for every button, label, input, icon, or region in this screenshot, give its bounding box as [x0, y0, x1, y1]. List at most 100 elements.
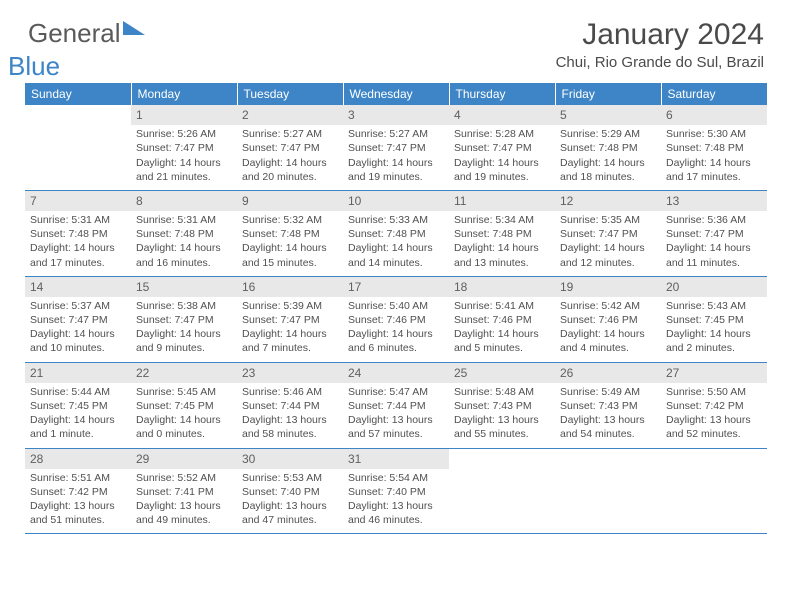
calendar-row: 28 Sunrise: 5:51 AMSunset: 7:42 PM Dayligh…	[25, 448, 767, 534]
day-cell: 11Sunrise: 5:34 AMSunset: 7:48 PMDayligh…	[449, 190, 555, 276]
page-title: January 2024	[556, 18, 764, 52]
sunrise-line: Sunrise: 5:34 AM	[454, 213, 550, 227]
day-number: 22	[131, 363, 237, 383]
day-cell: 4Sunrise: 5:28 AMSunset: 7:47 PMDaylight…	[449, 105, 555, 190]
sunset-line: Sunset: 7:45 PM	[136, 399, 232, 413]
day-number: 25	[449, 363, 555, 383]
sunrise-line: Sunrise: 5:50 AM	[666, 385, 762, 399]
day-cell: 20Sunrise: 5:43 AMSunset: 7:45 PMDayligh…	[661, 276, 767, 362]
weekday-header: Wednesday	[343, 83, 449, 105]
sunset-line: Sunset: 7:44 PM	[348, 399, 444, 413]
day-cell: 3Sunrise: 5:27 AMSunset: 7:47 PMDaylight…	[343, 105, 449, 190]
logo-word-1: General	[28, 18, 121, 49]
day-cell: 1Sunrise: 5:26 AMSunset: 7:47 PMDaylight…	[131, 105, 237, 190]
logo: General Blue	[28, 18, 143, 62]
daylight-line: Daylight: 14 hours and 0 minutes.	[136, 413, 232, 441]
day-number: 19	[555, 277, 661, 297]
sunset-line: Sunset: 7:48 PM	[348, 227, 444, 241]
sunrise-line: Sunrise: 5:30 AM	[666, 127, 762, 141]
day-cell: 19Sunrise: 5:42 AMSunset: 7:46 PMDayligh…	[555, 276, 661, 362]
daylight-line: Daylight: 14 hours and 7 minutes.	[242, 327, 338, 355]
day-number: 29	[131, 449, 237, 469]
sunset-line: Sunset: 7:42 PM	[666, 399, 762, 413]
day-number: 2	[237, 105, 343, 125]
daylight-line: Daylight: 14 hours and 10 minutes.	[30, 327, 126, 355]
sunrise-line: Sunrise: 5:27 AM	[242, 127, 338, 141]
sunset-line: Sunset: 7:41 PM	[136, 485, 232, 499]
daylight-line: Daylight: 14 hours and 1 minute.	[30, 413, 126, 441]
sunset-line: Sunset: 7:46 PM	[348, 313, 444, 327]
sunset-line: Sunset: 7:48 PM	[560, 141, 656, 155]
sunrise-line: Sunrise: 5:46 AM	[242, 385, 338, 399]
sunset-line: Sunset: 7:48 PM	[136, 227, 232, 241]
sunrise-line: Sunrise: 5:38 AM	[136, 299, 232, 313]
day-number: 5	[555, 105, 661, 125]
daylight-line: Daylight: 14 hours and 9 minutes.	[136, 327, 232, 355]
calendar-row: 7Sunrise: 5:31 AMSunset: 7:48 PMDaylight…	[25, 190, 767, 276]
day-number: 12	[555, 191, 661, 211]
sunrise-line: Sunrise: 5:37 AM	[30, 299, 126, 313]
sunrise-line: Sunrise: 5:29 AM	[560, 127, 656, 141]
empty-cell	[555, 448, 661, 534]
daylight-line: Daylight: 14 hours and 2 minutes.	[666, 327, 762, 355]
location-text: Chui, Rio Grande do Sul, Brazil	[556, 54, 764, 71]
day-number: 16	[237, 277, 343, 297]
sunrise-line: Sunrise: 5:51 AM	[30, 471, 126, 485]
day-cell: 30Sunrise: 5:53 AMSunset: 7:40 PMDayligh…	[237, 448, 343, 534]
daylight-line: Daylight: 14 hours and 6 minutes.	[348, 327, 444, 355]
day-cell: 28Sunrise: 5:51 AMSunset: 7:42 PMDayligh…	[25, 448, 131, 534]
day-cell: 21Sunrise: 5:44 AMSunset: 7:45 PMDayligh…	[25, 362, 131, 448]
logo-word-2: Blue	[8, 51, 60, 82]
sunset-line: Sunset: 7:43 PM	[560, 399, 656, 413]
daylight-line: Daylight: 13 hours and 55 minutes.	[454, 413, 550, 441]
day-cell: 27Sunrise: 5:50 AMSunset: 7:42 PMDayligh…	[661, 362, 767, 448]
day-cell: 25Sunrise: 5:48 AMSunset: 7:43 PMDayligh…	[449, 362, 555, 448]
day-number: 28	[25, 449, 131, 469]
sunset-line: Sunset: 7:48 PM	[30, 227, 126, 241]
sunset-line: Sunset: 7:48 PM	[454, 227, 550, 241]
calendar-row: 21Sunrise: 5:44 AMSunset: 7:45 PMDayligh…	[25, 362, 767, 448]
title-block: January 2024 Chui, Rio Grande do Sul, Br…	[556, 18, 764, 71]
day-number: 6	[661, 105, 767, 125]
weekday-header: Saturday	[661, 83, 767, 105]
sunrise-line: Sunrise: 5:49 AM	[560, 385, 656, 399]
calendar-row: 1Sunrise: 5:26 AMSunset: 7:47 PMDaylight…	[25, 105, 767, 190]
daylight-line: Daylight: 13 hours and 52 minutes.	[666, 413, 762, 441]
sunrise-line: Sunrise: 5:36 AM	[666, 213, 762, 227]
sunset-line: Sunset: 7:42 PM	[30, 485, 126, 499]
daylight-line: Daylight: 14 hours and 19 minutes.	[348, 156, 444, 184]
day-number: 10	[343, 191, 449, 211]
sunrise-line: Sunrise: 5:31 AM	[136, 213, 232, 227]
day-cell: 22Sunrise: 5:45 AMSunset: 7:45 PMDayligh…	[131, 362, 237, 448]
logo-triangle-icon	[123, 21, 145, 35]
daylight-line: Daylight: 14 hours and 4 minutes.	[560, 327, 656, 355]
day-number: 3	[343, 105, 449, 125]
weekday-header: Sunday	[25, 83, 131, 105]
daylight-line: Daylight: 14 hours and 17 minutes.	[30, 241, 126, 269]
day-cell: 26Sunrise: 5:49 AMSunset: 7:43 PMDayligh…	[555, 362, 661, 448]
day-number: 24	[343, 363, 449, 383]
sunset-line: Sunset: 7:47 PM	[560, 227, 656, 241]
sunset-line: Sunset: 7:47 PM	[136, 141, 232, 155]
sunrise-line: Sunrise: 5:47 AM	[348, 385, 444, 399]
daylight-line: Daylight: 14 hours and 12 minutes.	[560, 241, 656, 269]
sunset-line: Sunset: 7:43 PM	[454, 399, 550, 413]
daylight-line: Daylight: 13 hours and 54 minutes.	[560, 413, 656, 441]
sunset-line: Sunset: 7:47 PM	[348, 141, 444, 155]
daylight-line: Daylight: 13 hours and 46 minutes.	[348, 499, 444, 527]
daylight-line: Daylight: 14 hours and 16 minutes.	[136, 241, 232, 269]
sunset-line: Sunset: 7:47 PM	[666, 227, 762, 241]
sunset-line: Sunset: 7:47 PM	[242, 313, 338, 327]
sunrise-line: Sunrise: 5:35 AM	[560, 213, 656, 227]
sunrise-line: Sunrise: 5:43 AM	[666, 299, 762, 313]
sunset-line: Sunset: 7:40 PM	[348, 485, 444, 499]
day-number: 1	[131, 105, 237, 125]
sunset-line: Sunset: 7:45 PM	[666, 313, 762, 327]
day-cell: 14Sunrise: 5:37 AMSunset: 7:47 PMDayligh…	[25, 276, 131, 362]
day-number: 23	[237, 363, 343, 383]
day-cell: 10Sunrise: 5:33 AMSunset: 7:48 PMDayligh…	[343, 190, 449, 276]
weekday-header: Tuesday	[237, 83, 343, 105]
day-cell: 5 Sunrise: 5:29 AMSunset: 7:48 PMDaylight…	[555, 105, 661, 190]
daylight-line: Daylight: 14 hours and 18 minutes.	[560, 156, 656, 184]
weekday-header: Friday	[555, 83, 661, 105]
